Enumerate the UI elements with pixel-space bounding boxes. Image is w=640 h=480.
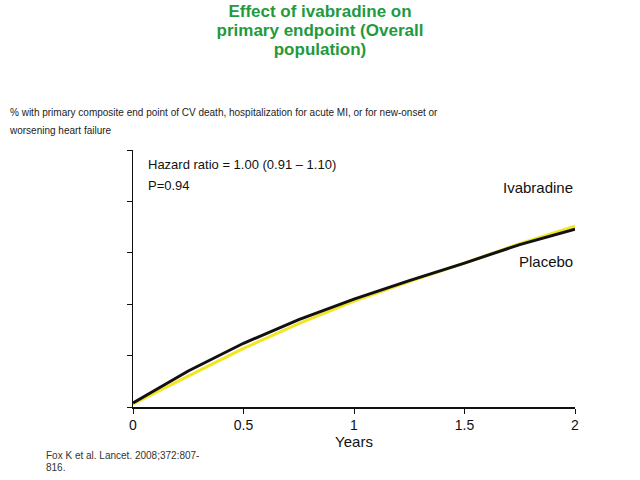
svg-text:2: 2: [571, 417, 579, 433]
html-text:Fox K et al. Lancet. 2008;372:: Fox K et al. Lancet. 2008;372:807-816.: [46, 450, 200, 473]
html-text:Effect of ivabradine on primar: Effect of ivabradine on primary endpoint…: [216, 2, 424, 59]
svg-text:1: 1: [350, 417, 358, 433]
svg-text:0: 0: [129, 417, 137, 433]
svg-text:Years: Years: [335, 433, 373, 450]
svg-text:1.5: 1.5: [455, 417, 475, 433]
html-text:% with primary composite end p: % with primary composite end point of CV…: [10, 107, 438, 136]
svg-text:Ivabradine: Ivabradine: [503, 179, 573, 196]
svg-text:P=0.94: P=0.94: [148, 178, 190, 193]
svg-text:Hazard ratio = 1.00 (0.91 – 1.: Hazard ratio = 1.00 (0.91 – 1.10): [148, 157, 336, 172]
svg-text:0.5: 0.5: [234, 417, 254, 433]
svg-text:Placebo: Placebo: [519, 253, 573, 270]
